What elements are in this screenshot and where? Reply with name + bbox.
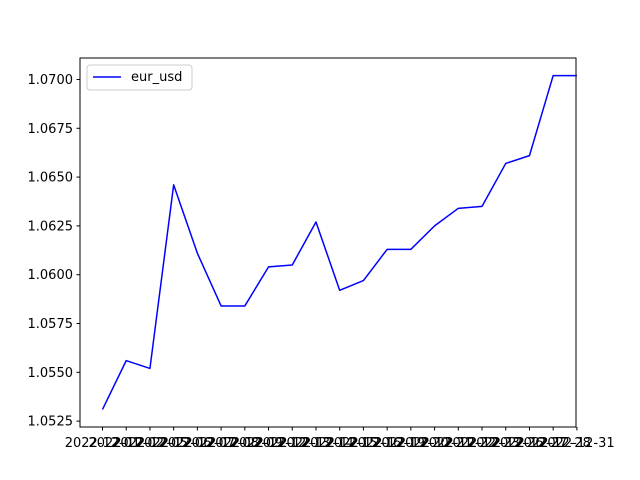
x-tick-label: 2022-12-13 [254, 436, 330, 451]
y-tick-label: 1.0550 [28, 366, 74, 381]
x-tick-label: 2022-12-01 [65, 436, 141, 451]
y-tick-label: 1.0675 [28, 122, 74, 137]
x-tick-label: 2022-12-08 [183, 436, 259, 451]
x-tick-label: 2022-12-20 [373, 436, 449, 451]
x-tick-label: 2022-12-15 [302, 436, 378, 451]
x-tick-label: 2022-12-02 [88, 436, 164, 451]
y-axis-ticks: 1.0525 1.0550 1.0575 1.0600 1.0625 1.0650 1.06… [28, 73, 80, 430]
x-tick-label: 2022-12-16 [326, 436, 402, 451]
x-tick-label: 2022-12-27 [492, 436, 568, 451]
x-tick-label: 2022-12-23 [444, 436, 520, 451]
x-axis-ticks: 2022-12-012022-12-022022-12-052022-12-06… [65, 427, 615, 451]
axes-frame [79, 57, 577, 428]
legend-label-eur-usd: eur_usd [131, 70, 182, 85]
x-tick-label: 2022-12-09 [207, 436, 283, 451]
series-line-eur-usd [101, 74, 577, 410]
x-tick-label: 2022-12-06 [136, 436, 212, 451]
y-tick-label: 1.0525 [28, 415, 74, 430]
x-tick-label: 2022-12-12 [231, 436, 307, 451]
x-tick-label: 2022-12-28 [515, 436, 591, 451]
x-tick-label: 2022-12-21 [397, 436, 473, 451]
legend-box [86, 64, 193, 91]
x-tick-label: 2022-12-31 [539, 436, 615, 451]
y-tick-label: 1.0575 [28, 317, 74, 332]
y-tick-label: 1.0600 [28, 268, 74, 283]
legend: eur_usd [86, 64, 193, 91]
plot-area [101, 74, 577, 410]
y-tick-label: 1.0700 [28, 73, 74, 88]
x-tick-label: 2022-12-05 [112, 436, 188, 451]
x-tick-label: 2022-12-07 [160, 436, 236, 451]
x-tick-label: 2022-12-22 [421, 436, 497, 451]
y-tick-label: 1.0650 [28, 171, 74, 186]
x-tick-label: 2022-12-14 [278, 436, 354, 451]
y-tick-label: 1.0625 [28, 219, 74, 234]
x-tick-label: 2022-12-19 [349, 436, 425, 451]
x-tick-label: 2022-12-26 [468, 436, 544, 451]
